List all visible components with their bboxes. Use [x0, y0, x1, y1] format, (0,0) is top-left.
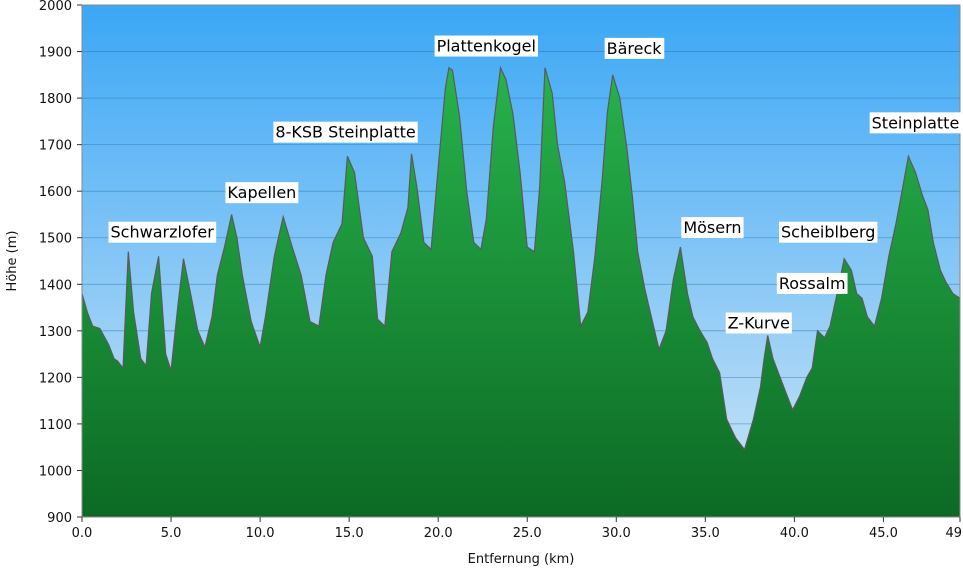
x-tick-label: 35.0: [691, 526, 720, 541]
x-tick-label: 49.3: [946, 526, 963, 541]
peak-label-text: Schwarzlofer: [111, 223, 215, 242]
peak-label-box: [681, 217, 744, 239]
y-tick-label: 2000: [39, 0, 72, 14]
x-tick-label: 45.0: [869, 526, 898, 541]
peak-label-text: Mösern: [683, 218, 741, 237]
peak-label: Rossalm: [776, 272, 848, 294]
peak-label-box: [604, 37, 665, 59]
peak-label-box: [869, 112, 962, 134]
peak-label: Bäreck: [604, 37, 665, 59]
y-tick-label: 900: [47, 511, 72, 526]
x-tick-label: 25.0: [513, 526, 542, 541]
peak-label: Schwarzlofer: [108, 221, 217, 243]
x-tick-label: 5.0: [161, 526, 182, 541]
y-tick-label: 1800: [39, 92, 72, 107]
peak-label-box: [273, 121, 418, 143]
peak-labels: Schwarzlofer Kapellen 8-KSB Steinplatte Pla…: [108, 35, 962, 334]
peak-label: Kapellen: [225, 182, 299, 204]
y-tick-label: 1600: [39, 185, 72, 200]
peak-label-text: 8-KSB Steinplatte: [275, 123, 415, 142]
peak-label-box: [108, 221, 217, 243]
peak-label: Scheiblberg: [778, 221, 878, 243]
peak-label-box: [776, 272, 848, 294]
peak-label-text: Steinplatte: [872, 113, 960, 132]
y-tick-label: 1900: [39, 46, 72, 61]
peak-label-box: [725, 312, 792, 334]
x-tick-label: 40.0: [780, 526, 809, 541]
plot-frame: [81, 4, 961, 518]
y-axis-title: Höhe (m): [5, 231, 20, 292]
x-tick-label: 30.0: [602, 526, 631, 541]
peak-label-box: [434, 35, 538, 57]
x-axis-title: Entfernung (km): [468, 552, 575, 567]
x-tick-label: 15.0: [335, 526, 364, 541]
peak-label-text: Kapellen: [227, 183, 296, 202]
y-tick-label: 1100: [39, 418, 72, 433]
y-axis: 900 1000 1100 1200 1300 1400 1500 1600 1700 1800 1…: [39, 0, 82, 526]
peak-label: Z-Kurve: [725, 312, 792, 334]
peak-label-text: Z-Kurve: [728, 313, 790, 332]
peak-label: Steinplatte: [869, 112, 962, 134]
x-tick-label: 0.0: [72, 526, 93, 541]
x-axis: 0.0 5.0 10.0 15.0 20.0 25.0 30.0 35.0 40.0 45.0 49…: [72, 517, 963, 541]
x-tick-label: 20.0: [424, 526, 453, 541]
peak-label-box: [225, 182, 299, 204]
y-tick-label: 1200: [39, 371, 72, 386]
elevation-line: [81, 65, 961, 451]
elevation-area: [82, 67, 960, 518]
peak-label: Plattenkogel: [434, 35, 538, 57]
y-tick-label: 1000: [39, 464, 72, 479]
peak-label-box: [778, 221, 878, 243]
y-tick-label: 1300: [39, 325, 72, 340]
peak-label-text: Plattenkogel: [437, 37, 536, 56]
peak-label: 8-KSB Steinplatte: [273, 121, 418, 143]
x-tick-label: 10.0: [246, 526, 275, 541]
y-tick-label: 1500: [39, 232, 72, 247]
peak-label-text: Bäreck: [607, 39, 663, 58]
y-tick-label: 1400: [39, 278, 72, 293]
y-tick-label: 1700: [39, 139, 72, 154]
peak-label-text: Scheiblberg: [781, 223, 875, 242]
peak-label: Mösern: [681, 217, 744, 239]
peak-label-text: Rossalm: [779, 274, 846, 293]
